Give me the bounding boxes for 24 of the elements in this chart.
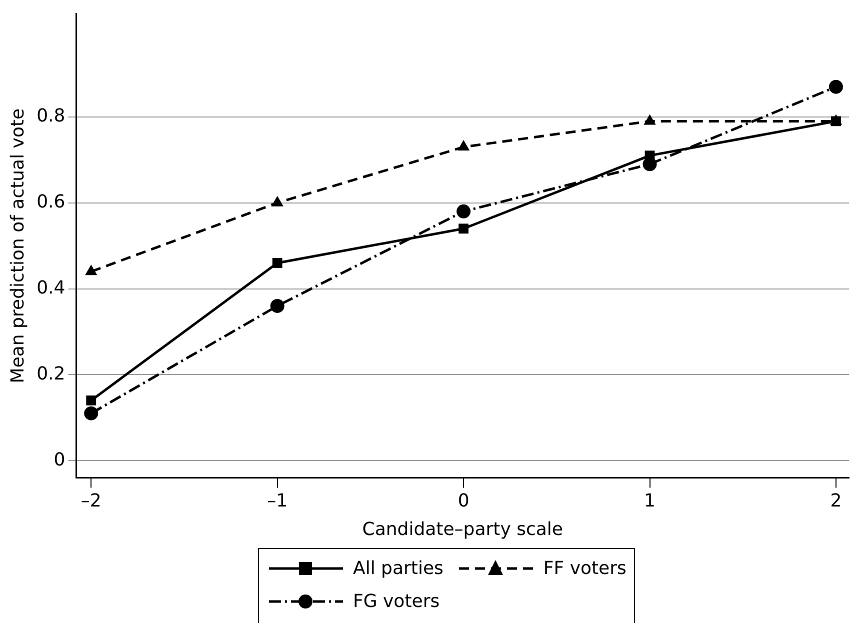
legend-label: FF voters: [543, 558, 626, 579]
y-tick-label: 0.4: [36, 277, 66, 298]
legend-label: All parties: [353, 558, 444, 579]
y-axis-title: Mean prediction of actual vote: [7, 108, 28, 384]
x-tick-label: 1: [644, 490, 656, 512]
x-axis-title: Candidate–party scale: [362, 518, 563, 540]
x-tick-label: 2: [830, 490, 842, 512]
y-tick-label: 0.8: [36, 106, 66, 127]
x-tick-label: –2: [80, 490, 102, 512]
y-tick-label: 0: [54, 449, 66, 470]
point: [85, 264, 98, 276]
point: [84, 406, 98, 420]
legend-label: FG voters: [353, 591, 440, 612]
x-tick-label: 0: [458, 490, 470, 512]
point: [86, 396, 96, 406]
point: [644, 150, 655, 161]
x-tick-label: –1: [267, 490, 288, 512]
point: [458, 224, 468, 234]
point: [456, 204, 471, 218]
point: [828, 80, 843, 94]
y-tick-label: 0.6: [36, 192, 66, 213]
point: [272, 258, 282, 268]
point: [270, 298, 284, 313]
y-tick-label: 0.2: [36, 363, 66, 384]
